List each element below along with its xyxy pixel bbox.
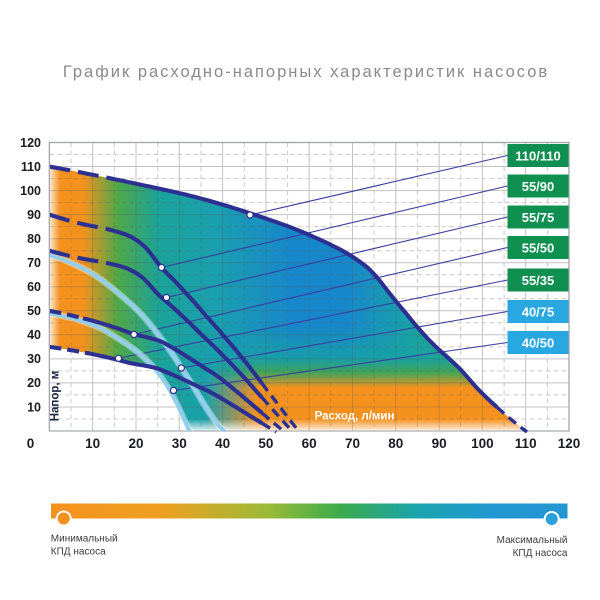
svg-text:100: 100 (471, 436, 494, 451)
svg-text:120: 120 (558, 436, 581, 451)
svg-text:100: 100 (20, 184, 41, 198)
svg-text:110: 110 (21, 160, 41, 174)
svg-text:20: 20 (128, 436, 143, 451)
svg-text:80: 80 (388, 436, 403, 451)
svg-text:50: 50 (27, 304, 41, 318)
svg-text:55/50: 55/50 (522, 241, 555, 256)
svg-text:Напор, м: Напор, м (50, 371, 62, 422)
svg-text:20: 20 (27, 376, 41, 390)
svg-text:10: 10 (27, 400, 41, 414)
svg-text:55/75: 55/75 (522, 210, 555, 225)
svg-text:110: 110 (515, 436, 537, 451)
svg-text:Максимальный: Максимальный (497, 535, 568, 546)
svg-text:55/35: 55/35 (522, 273, 555, 288)
svg-text:40: 40 (27, 328, 41, 342)
svg-text:60: 60 (27, 280, 41, 294)
svg-text:80: 80 (27, 232, 41, 246)
svg-text:10: 10 (85, 436, 100, 451)
svg-text:40: 40 (215, 436, 230, 451)
svg-text:Расход, л/мин: Расход, л/мин (315, 411, 395, 423)
svg-text:КПД насоса: КПД насоса (513, 548, 568, 559)
svg-text:0: 0 (27, 436, 35, 451)
svg-text:50: 50 (258, 436, 273, 451)
svg-text:90: 90 (27, 208, 41, 222)
svg-text:55/90: 55/90 (522, 179, 555, 194)
svg-text:40/50: 40/50 (522, 336, 555, 351)
svg-text:Минимальный: Минимальный (51, 534, 118, 545)
svg-text:30: 30 (172, 436, 187, 451)
svg-text:70: 70 (345, 436, 360, 451)
svg-text:90: 90 (432, 436, 447, 451)
svg-text:120: 120 (20, 136, 41, 150)
svg-text:КПД насоса: КПД насоса (51, 547, 106, 558)
svg-text:График расходно-напорных харак: График расходно-напорных характеристик н… (63, 63, 549, 81)
svg-text:70: 70 (27, 256, 41, 270)
svg-text:40/75: 40/75 (522, 305, 555, 320)
svg-text:110/110: 110/110 (515, 149, 561, 164)
svg-text:30: 30 (27, 352, 41, 366)
svg-text:60: 60 (302, 436, 317, 451)
